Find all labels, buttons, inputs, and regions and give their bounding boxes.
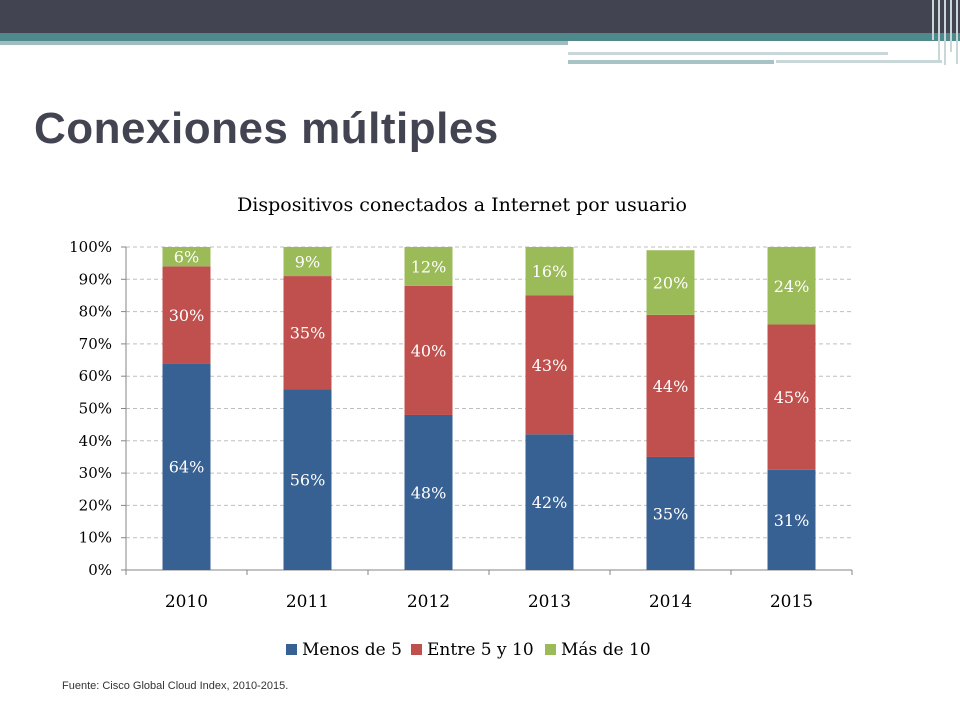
x-tick-label: 2011 (286, 592, 329, 612)
bar-segment (283, 389, 332, 570)
data-label: 35% (653, 504, 689, 523)
header-stripe (568, 60, 774, 64)
x-tick-label: 2014 (649, 592, 692, 612)
bar-segment (525, 247, 574, 296)
data-label: 30% (169, 306, 205, 325)
bar-segment (767, 247, 816, 325)
header-stripe (568, 52, 888, 55)
data-label: 20% (653, 274, 689, 293)
legend-label: Menos de 5 (302, 640, 402, 660)
data-label: 35% (290, 324, 326, 343)
y-tick-label: 20% (79, 496, 112, 514)
data-label: 56% (290, 471, 326, 490)
header-stripe (776, 60, 942, 63)
legend-swatch (411, 644, 422, 655)
data-label: 43% (532, 356, 568, 375)
header-bar (0, 0, 960, 33)
bar-segment (162, 363, 211, 570)
source-note: Fuente: Cisco Global Cloud Index, 2010-2… (62, 680, 289, 692)
y-tick-label: 90% (79, 270, 112, 288)
bar-segment (646, 314, 695, 457)
data-label: 9% (295, 253, 320, 272)
bar-segment (525, 434, 574, 570)
bar-segment (525, 295, 574, 435)
y-tick-label: 100% (69, 238, 112, 256)
x-tick-label: 2012 (407, 592, 450, 612)
data-label: 40% (411, 341, 447, 360)
data-label: 64% (169, 458, 205, 477)
data-label: 42% (532, 493, 568, 512)
y-tick-label: 50% (79, 400, 112, 418)
data-label: 24% (774, 277, 810, 296)
bar-segment (646, 250, 695, 315)
legend-swatch (286, 644, 297, 655)
header-stripe (0, 41, 568, 45)
bar-segment (283, 247, 332, 277)
bar-segment (646, 456, 695, 570)
legend-label: Entre 5 y 10 (427, 640, 534, 660)
data-label: 16% (532, 262, 568, 281)
y-tick-label: 30% (79, 464, 112, 482)
y-tick-label: 80% (79, 303, 112, 321)
x-tick-label: 2010 (165, 592, 208, 612)
x-tick-label: 2015 (770, 592, 813, 612)
data-label: 12% (411, 257, 447, 276)
header-ornament (928, 0, 960, 65)
x-tick-label: 2013 (528, 592, 571, 612)
chart-title: Dispositivos conectados a Internet por u… (237, 194, 687, 216)
y-tick-label: 0% (88, 561, 112, 579)
y-tick-label: 10% (79, 529, 112, 547)
data-label: 6% (174, 248, 199, 267)
bar-segment (404, 414, 453, 570)
legend-label: Más de 10 (561, 640, 651, 660)
bar-segment (162, 247, 211, 267)
header-accent-bar (0, 33, 960, 41)
bar-segment (283, 276, 332, 390)
bar-segment (404, 247, 453, 286)
data-label: 48% (411, 483, 447, 502)
y-tick-label: 60% (79, 367, 112, 385)
bar-segment (767, 469, 816, 570)
y-tick-label: 70% (79, 335, 112, 353)
y-tick-label: 40% (79, 432, 112, 450)
bar-segment (767, 324, 816, 470)
slide-title: Conexiones múltiples (34, 104, 499, 153)
data-label: 31% (774, 511, 810, 530)
bar-segment (162, 266, 211, 364)
data-label: 44% (653, 377, 689, 396)
bar-segment (404, 285, 453, 415)
data-label: 45% (774, 388, 810, 407)
legend-swatch (545, 644, 556, 655)
